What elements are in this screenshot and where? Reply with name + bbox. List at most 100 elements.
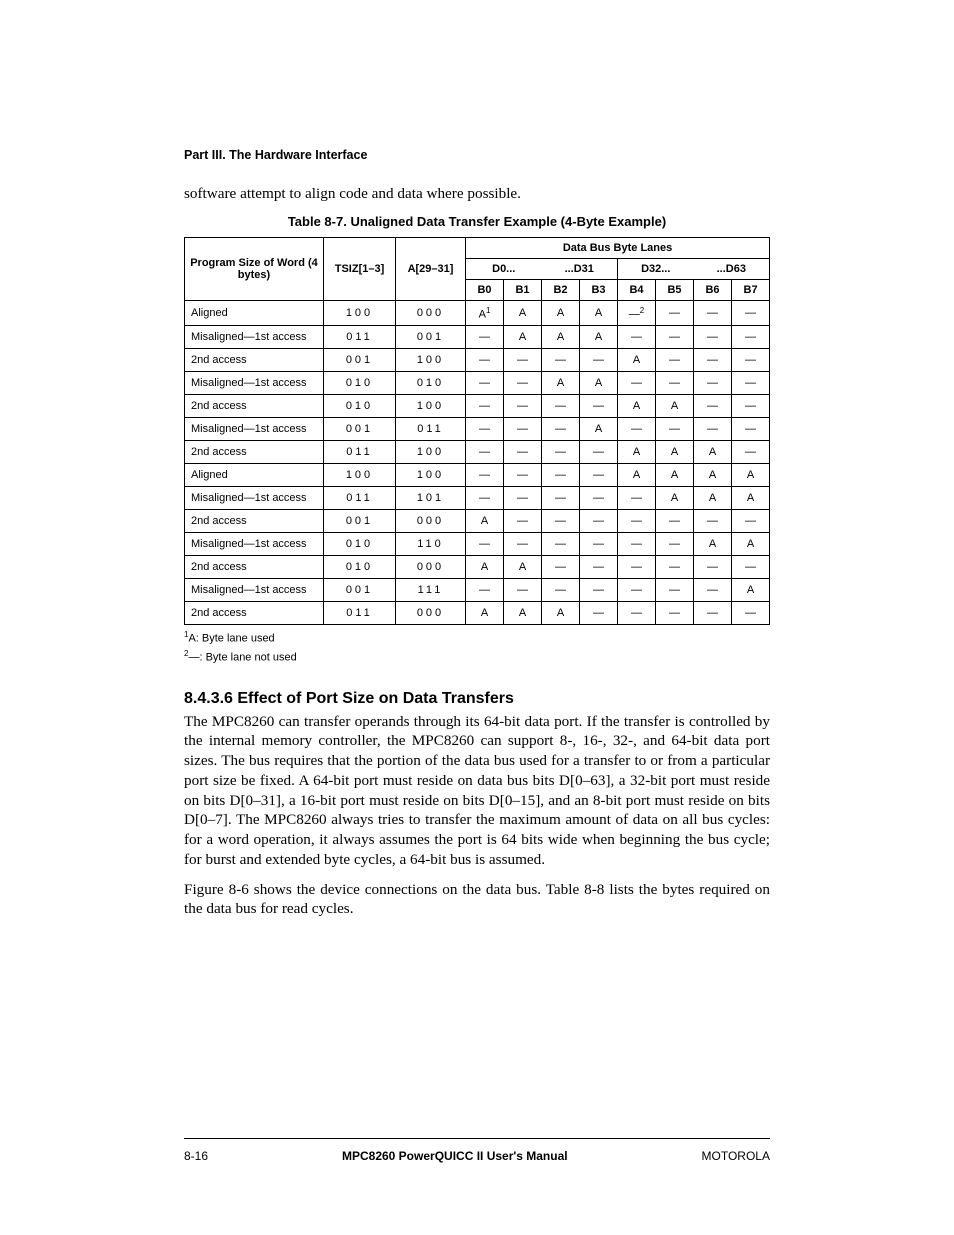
cell-lane: — (504, 464, 542, 487)
cell-lane: — (466, 418, 504, 441)
cell-tsiz: 001 (324, 349, 396, 372)
cell-label: 2nd access (185, 602, 324, 625)
cell-label: 2nd access (185, 395, 324, 418)
cell-lane: A (504, 326, 542, 349)
cell-lane: — (732, 510, 770, 533)
cell-lane: A (694, 464, 732, 487)
th-b0: B0 (466, 279, 504, 300)
cell-lane: — (466, 441, 504, 464)
cell-lane: — (466, 464, 504, 487)
part-heading: Part III. The Hardware Interface (184, 148, 770, 162)
cell-tsiz: 010 (324, 533, 396, 556)
footnotes: 1A: Byte lane used 2—: Byte lane not use… (184, 629, 770, 665)
cell-label: Misaligned—1st access (185, 326, 324, 349)
cell-lane: — (618, 533, 656, 556)
th-b2: B2 (542, 279, 580, 300)
table-row: Misaligned—1st access011101—————AAA (185, 487, 770, 510)
cell-lane: A (656, 464, 694, 487)
page-root: Part III. The Hardware Interface softwar… (0, 0, 954, 1235)
cell-lane: — (580, 510, 618, 533)
cell-a29: 000 (396, 510, 466, 533)
cell-lane: A (694, 441, 732, 464)
cell-lane: A (542, 602, 580, 625)
cell-lane: A (732, 464, 770, 487)
cell-lane: — (504, 533, 542, 556)
cell-lane: — (466, 372, 504, 395)
footer-rule (184, 1138, 770, 1139)
cell-lane: — (504, 395, 542, 418)
th-b6: B6 (694, 279, 732, 300)
cell-label: Misaligned—1st access (185, 372, 324, 395)
cell-label: 2nd access (185, 349, 324, 372)
table-row: Aligned100000A1AAA—2——— (185, 300, 770, 326)
cell-label: 2nd access (185, 441, 324, 464)
cell-lane: A (580, 326, 618, 349)
table-row: 2nd access010000AA—————— (185, 556, 770, 579)
cell-lane: — (466, 326, 504, 349)
cell-lane: A (542, 326, 580, 349)
cell-a29: 100 (396, 464, 466, 487)
footer-left: 8-16 (184, 1149, 208, 1163)
cell-tsiz: 010 (324, 372, 396, 395)
cell-tsiz: 011 (324, 441, 396, 464)
cell-a29: 000 (396, 556, 466, 579)
table-row: Misaligned—1st access010010——AA———— (185, 372, 770, 395)
cell-tsiz: 100 (324, 464, 396, 487)
cell-lane: — (732, 556, 770, 579)
footnote-1-text: A: Byte lane used (188, 633, 274, 645)
cell-lane: — (618, 510, 656, 533)
table-row: Misaligned—1st access011001—AAA———— (185, 326, 770, 349)
cell-a29: 000 (396, 300, 466, 326)
cell-lane: — (504, 579, 542, 602)
cell-a29: 001 (396, 326, 466, 349)
cell-lane: — (542, 349, 580, 372)
cell-lane: A (580, 372, 618, 395)
cell-label: Aligned (185, 300, 324, 326)
table-row: 2nd access001100————A——— (185, 349, 770, 372)
cell-label: Misaligned—1st access (185, 487, 324, 510)
cell-lane: — (542, 395, 580, 418)
cell-lane: — (580, 487, 618, 510)
cell-lane: — (656, 579, 694, 602)
cell-lane: — (656, 326, 694, 349)
cell-lane: A (580, 418, 618, 441)
cell-tsiz: 001 (324, 418, 396, 441)
cell-label: Misaligned—1st access (185, 418, 324, 441)
cell-lane: — (504, 372, 542, 395)
cell-lane: A (732, 579, 770, 602)
cell-lane: —2 (618, 300, 656, 326)
cell-lane: — (732, 602, 770, 625)
cell-lane: A (618, 441, 656, 464)
cell-lane: — (542, 464, 580, 487)
cell-lane: — (732, 326, 770, 349)
cell-lane: — (466, 579, 504, 602)
cell-lane: — (694, 395, 732, 418)
cell-lane: — (694, 602, 732, 625)
cell-lane: — (580, 533, 618, 556)
cell-lane: — (580, 579, 618, 602)
th-d31: ...D31 (542, 258, 618, 279)
cell-lane: A (732, 487, 770, 510)
cell-lane: — (618, 418, 656, 441)
th-tsiz: TSIZ[1–3] (324, 237, 396, 300)
footnote-2-text: —: Byte lane not used (188, 651, 296, 663)
cell-lane: — (694, 372, 732, 395)
cell-lane: — (580, 441, 618, 464)
cell-lane: — (618, 556, 656, 579)
cell-lane: — (656, 372, 694, 395)
cell-lane: — (542, 510, 580, 533)
cell-lane: — (466, 487, 504, 510)
footnote-1: 1A: Byte lane used (184, 629, 770, 647)
th-b4: B4 (618, 279, 656, 300)
cell-lane: — (732, 349, 770, 372)
cell-a29: 110 (396, 533, 466, 556)
cell-lane: — (504, 487, 542, 510)
cell-a29: 100 (396, 441, 466, 464)
cell-lane: A (504, 556, 542, 579)
section-heading: 8.4.3.6 Effect of Port Size on Data Tran… (184, 690, 770, 708)
cell-lane: — (542, 418, 580, 441)
th-d0: D0... (466, 258, 542, 279)
th-d63: ...D63 (694, 258, 770, 279)
footnote-2: 2—: Byte lane not used (184, 648, 770, 666)
cell-lane: — (694, 556, 732, 579)
